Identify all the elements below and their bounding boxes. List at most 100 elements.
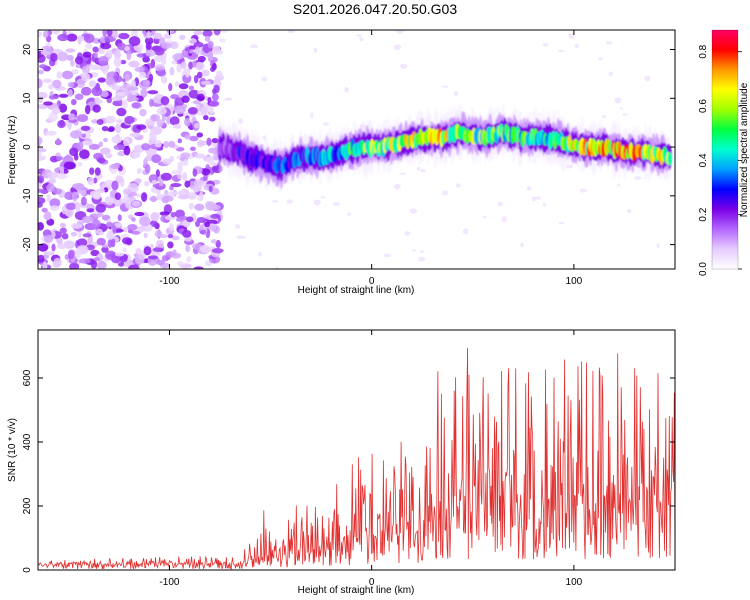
noise-blob [134,66,145,72]
noise-blob [192,100,202,105]
noise-blob [147,255,159,260]
noise-blob [144,37,154,45]
noise-blob [76,238,88,247]
noise-blob [206,137,212,147]
noise-blob [608,71,613,77]
noise-blob [177,161,184,167]
noise-blob [114,192,122,201]
noise-blob [78,258,91,264]
noise-blob [185,69,190,78]
noise-blob [320,196,326,199]
noise-blob [149,73,154,82]
noise-blob [111,96,123,102]
noise-blob [143,246,152,256]
noise-blob [46,194,51,203]
noise-blob [43,234,54,243]
noise-blob [206,156,214,164]
noise-blob [149,243,154,250]
noise-blob [418,256,426,262]
noise-blob [542,43,549,47]
noise-blob [210,239,217,244]
noise-blob [59,166,65,175]
noise-blob [169,66,175,76]
noise-blob [85,43,93,50]
noise-blob [67,89,73,97]
noise-blob [220,30,229,33]
noise-blob [56,71,63,79]
noise-blob [97,157,106,164]
noise-blob [557,49,565,52]
noise-blob [160,96,170,106]
noise-blob [105,49,113,58]
noise-blob [126,86,139,91]
noise-blob [188,61,194,70]
noise-blob [409,208,418,214]
noise-blob [52,79,62,89]
noise-blob [104,77,116,86]
noise-blob [38,155,44,162]
noise-blob [393,44,401,51]
noise-blob [38,78,43,89]
noise-blob [208,106,215,114]
noise-blob [63,161,76,170]
noise-blob [332,201,340,206]
snr-y-tick-label: 0 [22,567,33,573]
noise-blob [92,177,98,184]
noise-blob [57,120,66,129]
noise-blob [627,208,632,214]
noise-blob [192,168,198,177]
noise-blob [81,65,91,74]
noise-blob [169,41,179,50]
noise-blob [58,103,68,113]
noise-blob [184,134,191,140]
noise-blob [111,135,123,144]
noise-blob [189,135,199,142]
noise-blob [542,202,547,207]
noise-blob [193,266,204,269]
noise-blob [111,180,119,191]
noise-blob [57,33,69,42]
noise-blob [124,73,130,82]
noise-blob [101,246,109,253]
noise-blob [168,30,174,34]
noise-blob [199,244,211,254]
noise-blob [82,233,92,238]
noise-blob [139,108,147,117]
noise-blob [622,113,628,116]
spectrogram-y-tick-label: -20 [22,237,33,252]
noise-blob [141,192,148,202]
noise-blob [398,172,407,175]
noise-blob [66,54,74,61]
noise-blob [112,197,123,207]
noise-blob [75,248,82,259]
noise-blob [187,192,198,199]
noise-blob [122,247,127,253]
noise-blob [199,229,207,235]
colorbar: 0.0 0.2 0.4 0.6 0.8 Normalized spectral ampl… [698,29,750,276]
noise-blob [177,172,182,180]
noise-blob [77,161,83,167]
snr-y-ticks: 0 200 400 600 [22,369,675,573]
noise-blob [80,86,92,96]
noise-blob [188,85,195,91]
noise-blob [38,54,46,63]
noise-blob [41,207,48,213]
noise-blob [49,198,61,208]
colorbar-ticks: 0.0 0.2 0.4 0.6 0.8 [698,44,742,276]
noise-blob [105,152,113,159]
noise-blob [103,137,109,143]
noise-blob [197,55,206,62]
noise-blob [94,97,100,103]
noise-blob [204,221,210,228]
noise-blob [145,49,156,57]
noise-blob [48,84,54,90]
noise-blob [61,205,67,215]
noise-blob [149,220,158,227]
noise-blob [359,37,364,42]
noise-blob [181,95,190,103]
noise-blob [92,46,99,53]
noise-blob [92,212,104,218]
noise-blob [598,57,604,61]
noise-blob [107,239,113,248]
noise-blob [102,30,108,37]
